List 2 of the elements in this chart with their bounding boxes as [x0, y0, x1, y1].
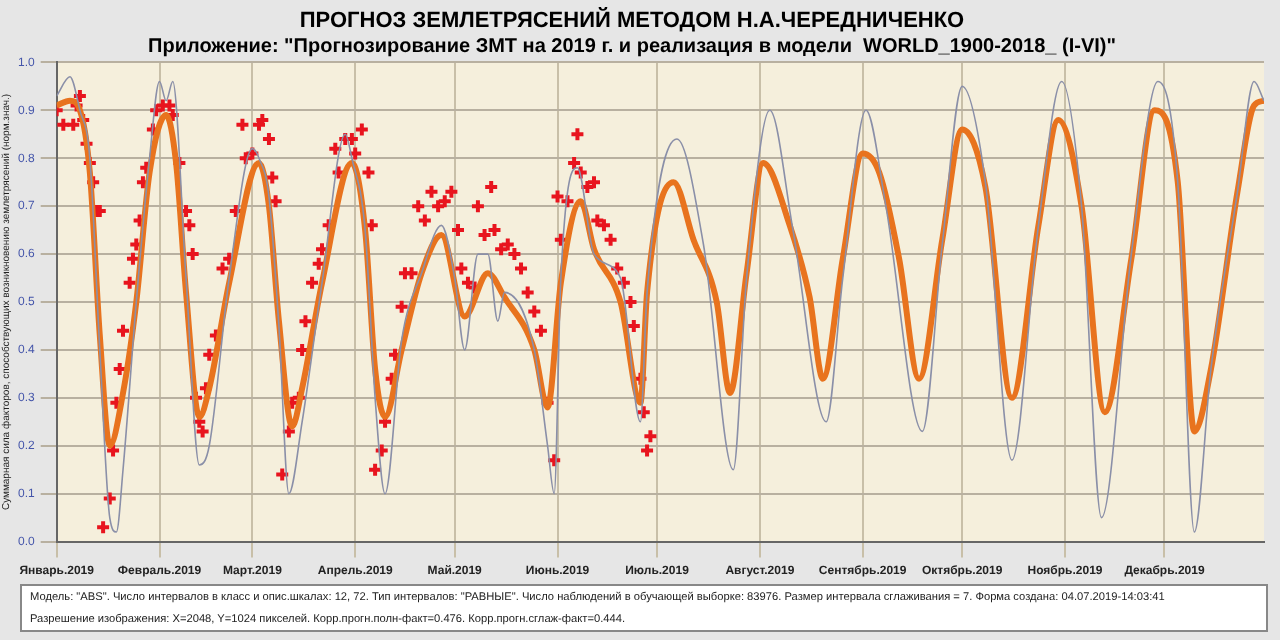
chart-subtitle: Приложение: "Прогнозирование ЗМТ на 2019 г. и реализация в модели WORLD_1900-2018_ (I-VI)" [148, 35, 1117, 58]
chart-title: ПРОГНОЗ ЗЕМЛЕТРЯСЕНИЙ МЕТОДОМ Н.А.ЧЕРЕДНИЧЕНКО [299, 7, 966, 34]
